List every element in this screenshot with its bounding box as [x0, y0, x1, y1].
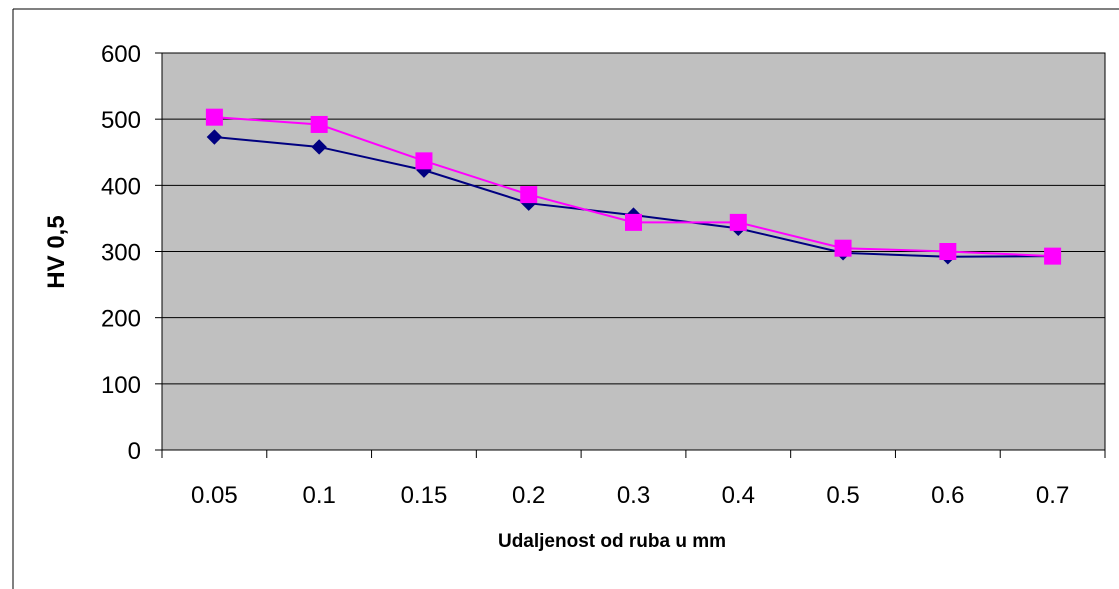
series-2-point: [625, 213, 642, 231]
series-2-point: [415, 152, 433, 170]
y-tick-label: 600: [101, 41, 141, 68]
x-tick-label: 0.7: [1036, 482, 1069, 509]
series-2-point: [729, 213, 747, 231]
y-tick-label: 100: [101, 372, 141, 399]
series-1-point: [206, 129, 223, 145]
x-tick-label: 0.1: [302, 482, 335, 509]
x-axis-title: Udaljenost od ruba u mm: [498, 531, 726, 552]
y-tick-label: 400: [101, 173, 141, 200]
x-tick-label: 0.2: [512, 482, 545, 509]
x-tick-label: 0.6: [931, 482, 964, 509]
y-axis-title: HV 0,5: [43, 215, 70, 288]
y-tick-label: 0: [128, 438, 141, 465]
series-2-point: [205, 108, 223, 126]
x-tick-label: 0.05: [191, 482, 238, 509]
series-2-point: [520, 186, 538, 204]
x-tick-label: 0.3: [617, 482, 650, 509]
y-tick-label: 200: [101, 306, 141, 333]
y-tick-label: 300: [101, 240, 141, 267]
x-tick-label: 0.5: [826, 482, 859, 509]
series-2-point: [939, 243, 957, 260]
series-2-point: [310, 115, 328, 133]
x-tick-label: 0.15: [401, 482, 448, 509]
x-tick-label: 0.4: [722, 482, 755, 509]
series-1-point: [311, 139, 327, 155]
series-2-point: [834, 239, 852, 257]
series-2-point: [1044, 247, 1062, 265]
y-tick-label: 500: [101, 107, 141, 134]
